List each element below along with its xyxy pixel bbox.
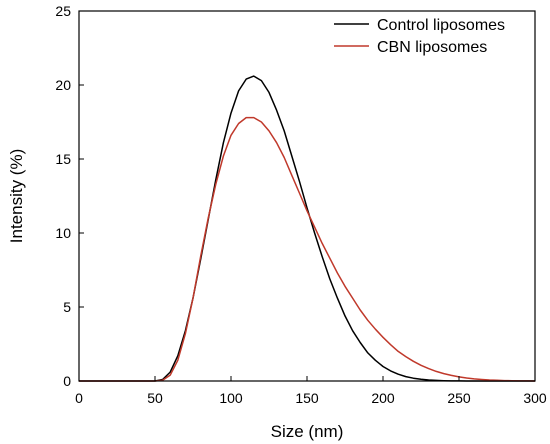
y-tick-label: 5 (63, 299, 71, 315)
legend: Control liposomes CBN liposomes (334, 17, 505, 56)
x-tick-label: 0 (75, 390, 83, 406)
x-tick-label: 150 (295, 390, 319, 406)
legend-label: Control liposomes (377, 17, 505, 34)
x-tick-label: 250 (447, 390, 471, 406)
series-line-0 (79, 75, 535, 382)
legend-label: CBN liposomes (377, 39, 487, 56)
x-tick-label: 300 (523, 390, 547, 406)
x-tick-label: 50 (147, 390, 163, 406)
series-line-1 (79, 116, 536, 382)
series-lines (79, 75, 536, 382)
y-tick-label: 10 (55, 225, 71, 241)
x-tick-label: 100 (219, 390, 243, 406)
x-axis-ticks: 0 50 100 150 200 250 300 (75, 376, 547, 406)
plot-frame (78, 10, 536, 382)
y-axis-ticks: 0 5 10 15 20 25 (55, 3, 84, 389)
x-axis-title: Size (nm) (271, 422, 344, 441)
y-tick-label: 25 (55, 3, 71, 19)
y-tick-label: 15 (55, 151, 71, 167)
y-tick-label: 0 (63, 373, 71, 389)
y-axis-title: Intensity (%) (7, 149, 26, 243)
x-tick-label: 200 (371, 390, 395, 406)
y-tick-label: 20 (55, 77, 71, 93)
